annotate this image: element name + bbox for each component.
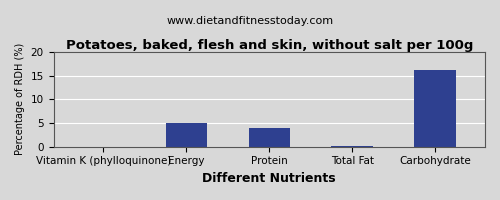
X-axis label: Different Nutrients: Different Nutrients	[202, 172, 336, 185]
Bar	[414, 70, 456, 147]
Bar	[332, 146, 373, 147]
Y-axis label: Percentage of RDH (%): Percentage of RDH (%)	[15, 43, 25, 155]
Text: www.dietandfitnesstoday.com: www.dietandfitnesstoday.com	[166, 16, 334, 26]
Bar	[248, 128, 290, 147]
Bar	[166, 123, 207, 147]
Title: Potatoes, baked, flesh and skin, without salt per 100g: Potatoes, baked, flesh and skin, without…	[66, 39, 473, 52]
